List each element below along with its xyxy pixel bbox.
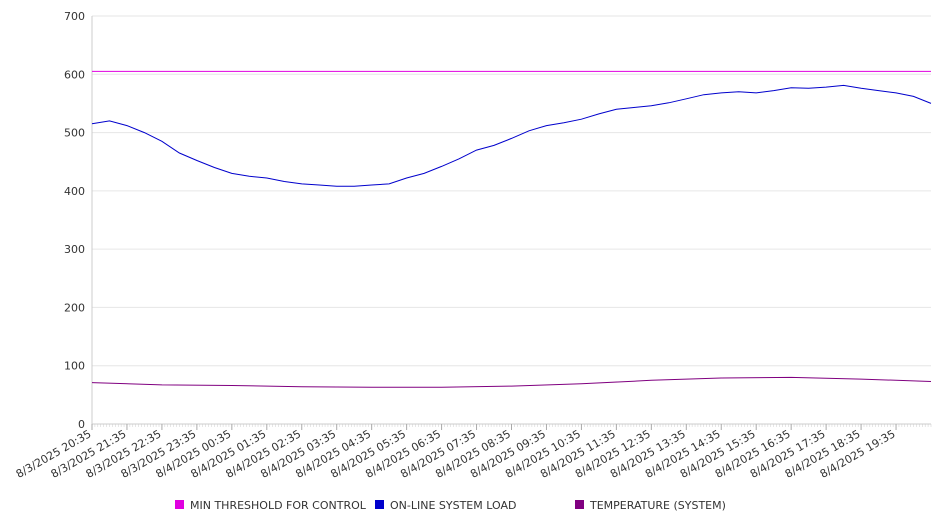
y-tick-label: 200 [64, 301, 85, 314]
y-tick-label: 600 [64, 68, 85, 81]
gridlines [92, 15, 931, 425]
x-axis: 8/3/2025 20:358/3/2025 21:358/3/2025 22:… [14, 423, 932, 481]
y-tick-label: 0 [78, 418, 85, 431]
legend: MIN THRESHOLD FOR CONTROL ON-LINE SYSTEM … [175, 499, 726, 512]
series-line-2 [91, 376, 932, 388]
y-axis: 0 100 200 300 400 500 600 700 [64, 10, 93, 431]
y-tick-label: 500 [64, 127, 85, 140]
plot-area [91, 70, 932, 388]
legend-label: ON-LINE SYSTEM LOAD [390, 499, 516, 512]
y-tick-label: 300 [64, 243, 85, 256]
y-tick-label: 400 [64, 185, 85, 198]
series-line-1 [91, 84, 932, 187]
y-tick-label: 700 [64, 10, 85, 23]
legend-swatch [575, 500, 584, 509]
legend-swatch [375, 500, 384, 509]
y-tick-label: 100 [64, 360, 85, 373]
legend-label: MIN THRESHOLD FOR CONTROL [190, 499, 367, 512]
legend-swatch [175, 500, 184, 509]
legend-label: TEMPERATURE (SYSTEM) [589, 499, 726, 512]
